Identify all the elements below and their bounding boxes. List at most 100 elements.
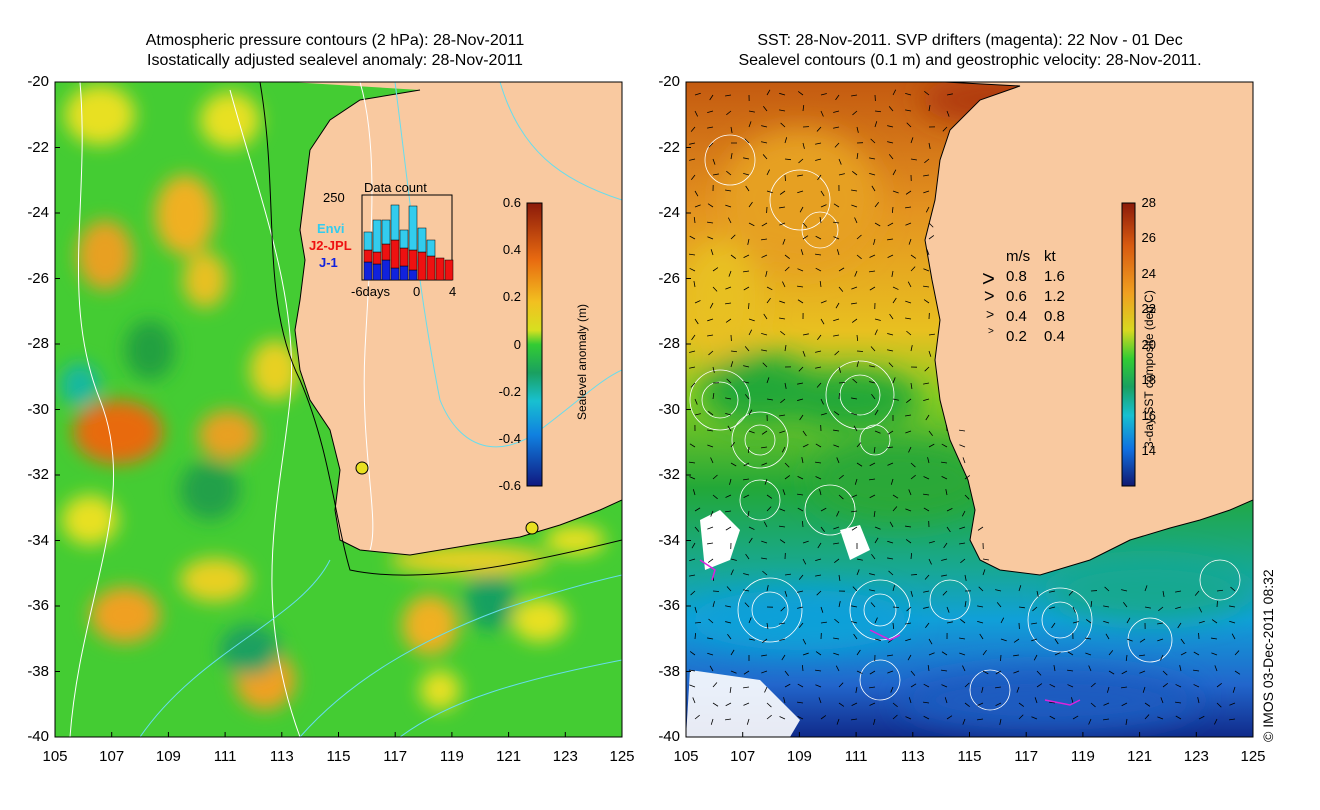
velocity-arrow bbox=[1231, 633, 1236, 640]
velocity-arrow bbox=[887, 446, 894, 449]
velocity-arrow bbox=[910, 254, 917, 259]
velocity-arrow bbox=[779, 638, 786, 642]
velocity-arrow bbox=[1068, 590, 1074, 596]
velocity-arrow bbox=[854, 270, 858, 277]
velocity-arrow bbox=[694, 507, 701, 512]
velocity-arrow bbox=[924, 90, 930, 96]
velocity-arrow bbox=[694, 413, 701, 416]
velocity-arrow bbox=[960, 558, 966, 564]
velocity-arrow bbox=[928, 652, 935, 656]
velocity-arrow bbox=[928, 222, 934, 228]
sst-cbar-tick: 16 bbox=[1141, 407, 1156, 423]
velocity-arrow bbox=[784, 670, 789, 677]
velocity-arrow bbox=[690, 174, 696, 180]
velocity-arrow bbox=[871, 185, 876, 192]
velocity-arrow bbox=[1216, 589, 1224, 592]
velocity-arrow bbox=[1072, 621, 1079, 624]
velocity-arrow bbox=[726, 378, 732, 384]
velocity-arrow bbox=[959, 526, 966, 530]
velocity-arrow bbox=[869, 686, 876, 689]
velocity-arrow bbox=[924, 158, 930, 164]
velocity-arrow bbox=[797, 701, 804, 704]
velocity-arrow bbox=[745, 185, 750, 192]
velocity-arrow bbox=[923, 715, 930, 720]
velocity-arrow bbox=[1125, 654, 1128, 662]
velocity-arrow bbox=[691, 334, 696, 341]
velocity-arrow bbox=[689, 158, 696, 161]
velocity-arrow bbox=[820, 526, 825, 533]
velocity-arrow bbox=[838, 366, 842, 373]
velocity-arrow bbox=[905, 414, 912, 417]
velocity-arrow bbox=[691, 542, 696, 549]
velocity-arrow bbox=[874, 430, 881, 434]
velocity-arrow bbox=[728, 270, 732, 277]
velocity-arrow bbox=[944, 697, 948, 704]
velocity-arrow bbox=[834, 142, 840, 148]
velocity-arrow bbox=[744, 602, 750, 608]
velocity-arrow bbox=[891, 270, 894, 277]
velocity-arrow bbox=[784, 254, 790, 260]
velocity-arrow bbox=[892, 702, 898, 708]
velocity-arrow bbox=[802, 558, 807, 565]
velocity-arrow bbox=[784, 345, 787, 352]
velocity-arrow bbox=[978, 586, 984, 592]
velocity-arrow bbox=[709, 665, 714, 672]
velocity-arrow bbox=[819, 217, 822, 224]
velocity-arrow bbox=[977, 718, 984, 721]
velocity-arrow bbox=[1103, 605, 1110, 608]
velocity-arrow bbox=[690, 382, 696, 388]
velocity-arrow bbox=[726, 586, 732, 592]
velocity-legend-ms-value: 0.8 bbox=[1006, 268, 1027, 285]
velocity-arrow bbox=[820, 715, 827, 720]
velocity-arrow bbox=[946, 715, 953, 720]
velocity-arrow bbox=[820, 190, 825, 197]
left-y-tick: -26 bbox=[27, 269, 49, 287]
velocity-arrow bbox=[946, 508, 953, 512]
velocity-arrow bbox=[905, 109, 912, 112]
velocity-arrow bbox=[979, 633, 984, 640]
velocity-arrow bbox=[765, 270, 768, 277]
velocity-arrow bbox=[995, 702, 1002, 706]
velocity-arrow bbox=[797, 507, 804, 512]
velocity-arrow bbox=[908, 238, 912, 245]
velocity-arrow bbox=[693, 281, 696, 288]
velocity-arrow bbox=[945, 489, 948, 496]
velocity-arrow bbox=[889, 521, 894, 528]
velocity-arrow bbox=[928, 350, 932, 357]
sla-cbar-tick: -0.6 bbox=[498, 478, 521, 493]
velocity-arrow bbox=[712, 601, 715, 608]
velocity-arrow bbox=[874, 222, 881, 227]
velocity-arrow bbox=[834, 618, 840, 624]
velocity-arrow bbox=[1036, 590, 1039, 597]
velocity-arrow bbox=[1157, 622, 1164, 625]
inset-bar bbox=[390, 204, 400, 241]
velocity-arrow bbox=[797, 590, 804, 593]
velocity-arrow bbox=[1013, 638, 1020, 643]
velocity-arrow bbox=[833, 526, 840, 530]
velocity-arrow bbox=[887, 654, 894, 657]
velocity-arrow bbox=[712, 286, 718, 292]
right-x-tick: 107 bbox=[730, 748, 756, 765]
velocity-arrow bbox=[964, 702, 970, 708]
inset-x-tick-0: -6days bbox=[351, 284, 391, 299]
velocity-arrow bbox=[1090, 702, 1096, 708]
right-x-tick: 113 bbox=[900, 748, 925, 765]
velocity-arrow bbox=[1033, 654, 1038, 661]
left-x-tick: 113 bbox=[269, 748, 294, 765]
velocity-arrow bbox=[874, 638, 881, 641]
velocity-arrow bbox=[1105, 633, 1110, 640]
velocity-arrow bbox=[927, 665, 930, 672]
velocity-arrow bbox=[851, 526, 858, 531]
sst-colorbar bbox=[1121, 202, 1136, 487]
velocity-arrow bbox=[906, 606, 912, 612]
velocity-arrow bbox=[763, 521, 768, 528]
velocity-arrow bbox=[761, 349, 768, 352]
velocity-arrow bbox=[923, 382, 930, 385]
velocity-arrow bbox=[838, 474, 844, 480]
velocity-arrow bbox=[941, 443, 948, 448]
velocity-arrow bbox=[707, 203, 714, 208]
velocity-arrow bbox=[743, 270, 750, 273]
velocity-arrow bbox=[707, 318, 714, 322]
velocity-arrow bbox=[1016, 686, 1020, 693]
velocity-arrow bbox=[905, 716, 912, 720]
